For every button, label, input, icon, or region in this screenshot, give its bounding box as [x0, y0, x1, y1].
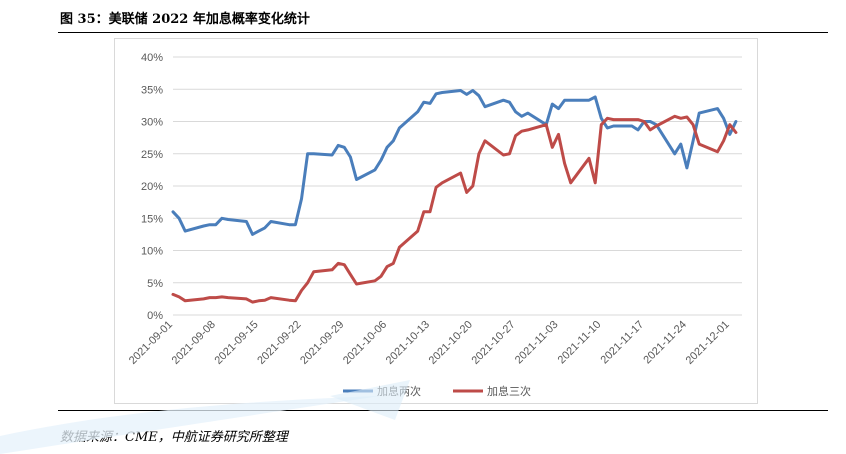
series-line-2	[171, 114, 738, 304]
top-rule	[58, 32, 828, 33]
x-tick-label: 2021-09-22	[255, 319, 303, 367]
y-tick-label: 30%	[141, 117, 163, 129]
x-tick-label: 2021-09-01	[127, 319, 175, 367]
x-tick-label: 2021-11-10	[556, 319, 604, 367]
x-tick-label: 2021-10-06	[341, 319, 389, 367]
y-tick-label: 10%	[141, 246, 163, 258]
y-tick-label: 5%	[147, 278, 163, 290]
x-tick-label: 2021-09-29	[298, 319, 346, 367]
line-chart: 0%5%10%15%20%25%30%35%40%2021-09-012021-…	[127, 52, 742, 398]
x-tick-label: 2021-10-27	[469, 319, 517, 367]
figure-title: 图 35：美联储 2022 年加息概率变化统计	[60, 12, 310, 27]
y-tick-label: 25%	[141, 149, 163, 161]
y-tick-label: 0%	[147, 310, 163, 322]
x-tick-label: 2021-12-01	[684, 319, 732, 367]
series-line-1	[171, 89, 738, 236]
x-tick-label: 2021-11-24	[641, 319, 689, 367]
x-tick-label: 2021-09-15	[212, 319, 260, 367]
y-tick-label: 40%	[141, 52, 163, 64]
x-tick-label: 2021-09-08	[170, 319, 218, 367]
y-tick-label: 15%	[141, 213, 163, 225]
x-tick-label: 2021-10-13	[384, 319, 432, 367]
legend-label: 加息两次	[377, 384, 421, 398]
y-tick-label: 20%	[141, 181, 163, 193]
chart-area: 0% 5% 10% 15% 20% 25% 30% 35% 40% 2021-09-01 2021-…	[114, 38, 758, 404]
x-tick-label: 2021-10-20	[427, 319, 475, 367]
y-tick-label: 35%	[141, 84, 163, 96]
source-note: 数据来源：CME，中航证券研究所整理	[60, 430, 288, 445]
legend-label: 加息三次	[487, 384, 531, 398]
bottom-rule	[58, 410, 828, 411]
x-tick-label: 2021-11-03	[513, 319, 561, 367]
x-tick-label: 2021-11-17	[599, 319, 647, 367]
